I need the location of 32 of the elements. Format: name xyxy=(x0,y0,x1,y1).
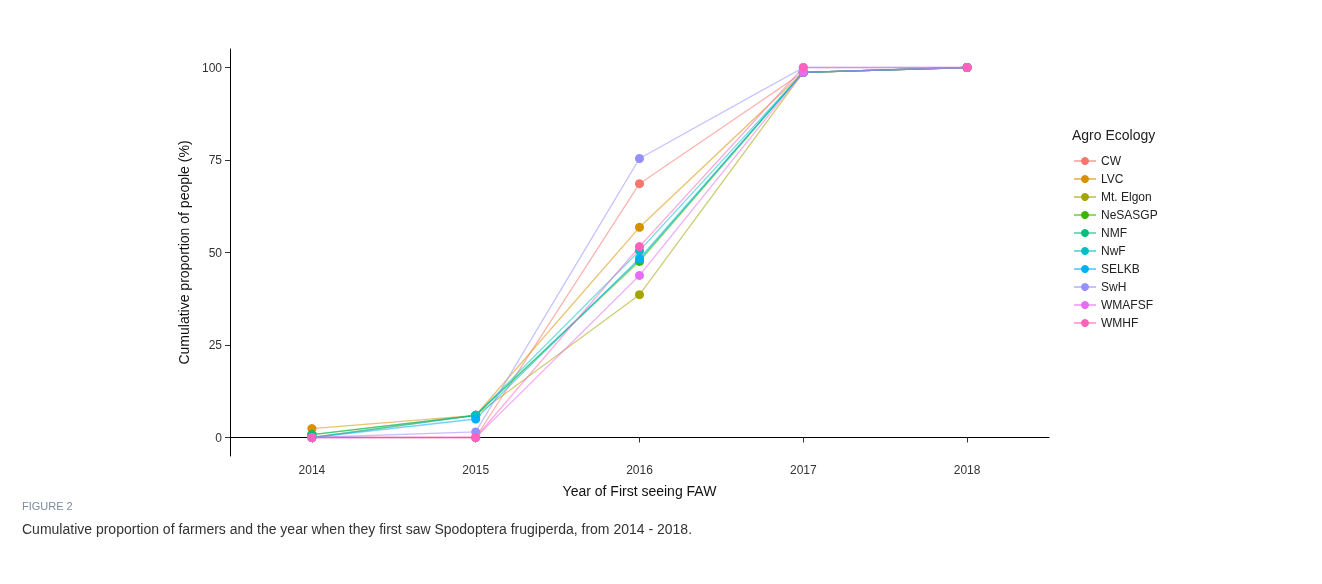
y-tick-label: 25 xyxy=(208,338,223,352)
legend-label: Mt. Elgon xyxy=(1101,190,1152,204)
x-tick-label: 2017 xyxy=(789,463,817,477)
x-axis-title: Year of First seeing FAW xyxy=(562,483,718,499)
legend-label: NeSASGP xyxy=(1101,208,1158,222)
point xyxy=(635,242,644,252)
x-tick-label: 2015 xyxy=(462,463,490,477)
y-axis-title: Cumulative proportion of people (%) xyxy=(176,140,193,365)
y-tick-label: 50 xyxy=(208,245,223,260)
legend-label: WMAFSF xyxy=(1101,298,1153,312)
point xyxy=(635,290,644,300)
point xyxy=(635,222,644,232)
legend-label: NwF xyxy=(1101,244,1126,258)
point xyxy=(635,270,644,280)
legend-label: WMHF xyxy=(1101,316,1139,330)
caption: FIGURE 2 xyxy=(22,499,73,512)
x-tick-label: 2018 xyxy=(953,463,981,477)
x-tick-label: 2014 xyxy=(298,463,326,477)
point xyxy=(471,414,481,424)
x-tick-label: 2016 xyxy=(626,463,654,477)
legend-label: SELKB xyxy=(1101,262,1140,276)
legend-label: CW xyxy=(1101,154,1122,168)
point xyxy=(635,154,644,164)
legend-label: NMF xyxy=(1101,226,1127,240)
y-tick-label: 75 xyxy=(208,153,223,167)
legend-label: SwH xyxy=(1101,280,1127,294)
y-tick-label: 100 xyxy=(201,60,223,75)
legend-title: Agro Ecology xyxy=(1072,127,1156,143)
text: Cumulative proportion of farmers and the year when they first saw Spodoptera frugiperda, from 2014 - 2018. xyxy=(22,521,693,537)
legend-label: LVC xyxy=(1101,172,1124,186)
y-tick-label: 0 xyxy=(215,430,223,445)
point xyxy=(635,179,644,189)
